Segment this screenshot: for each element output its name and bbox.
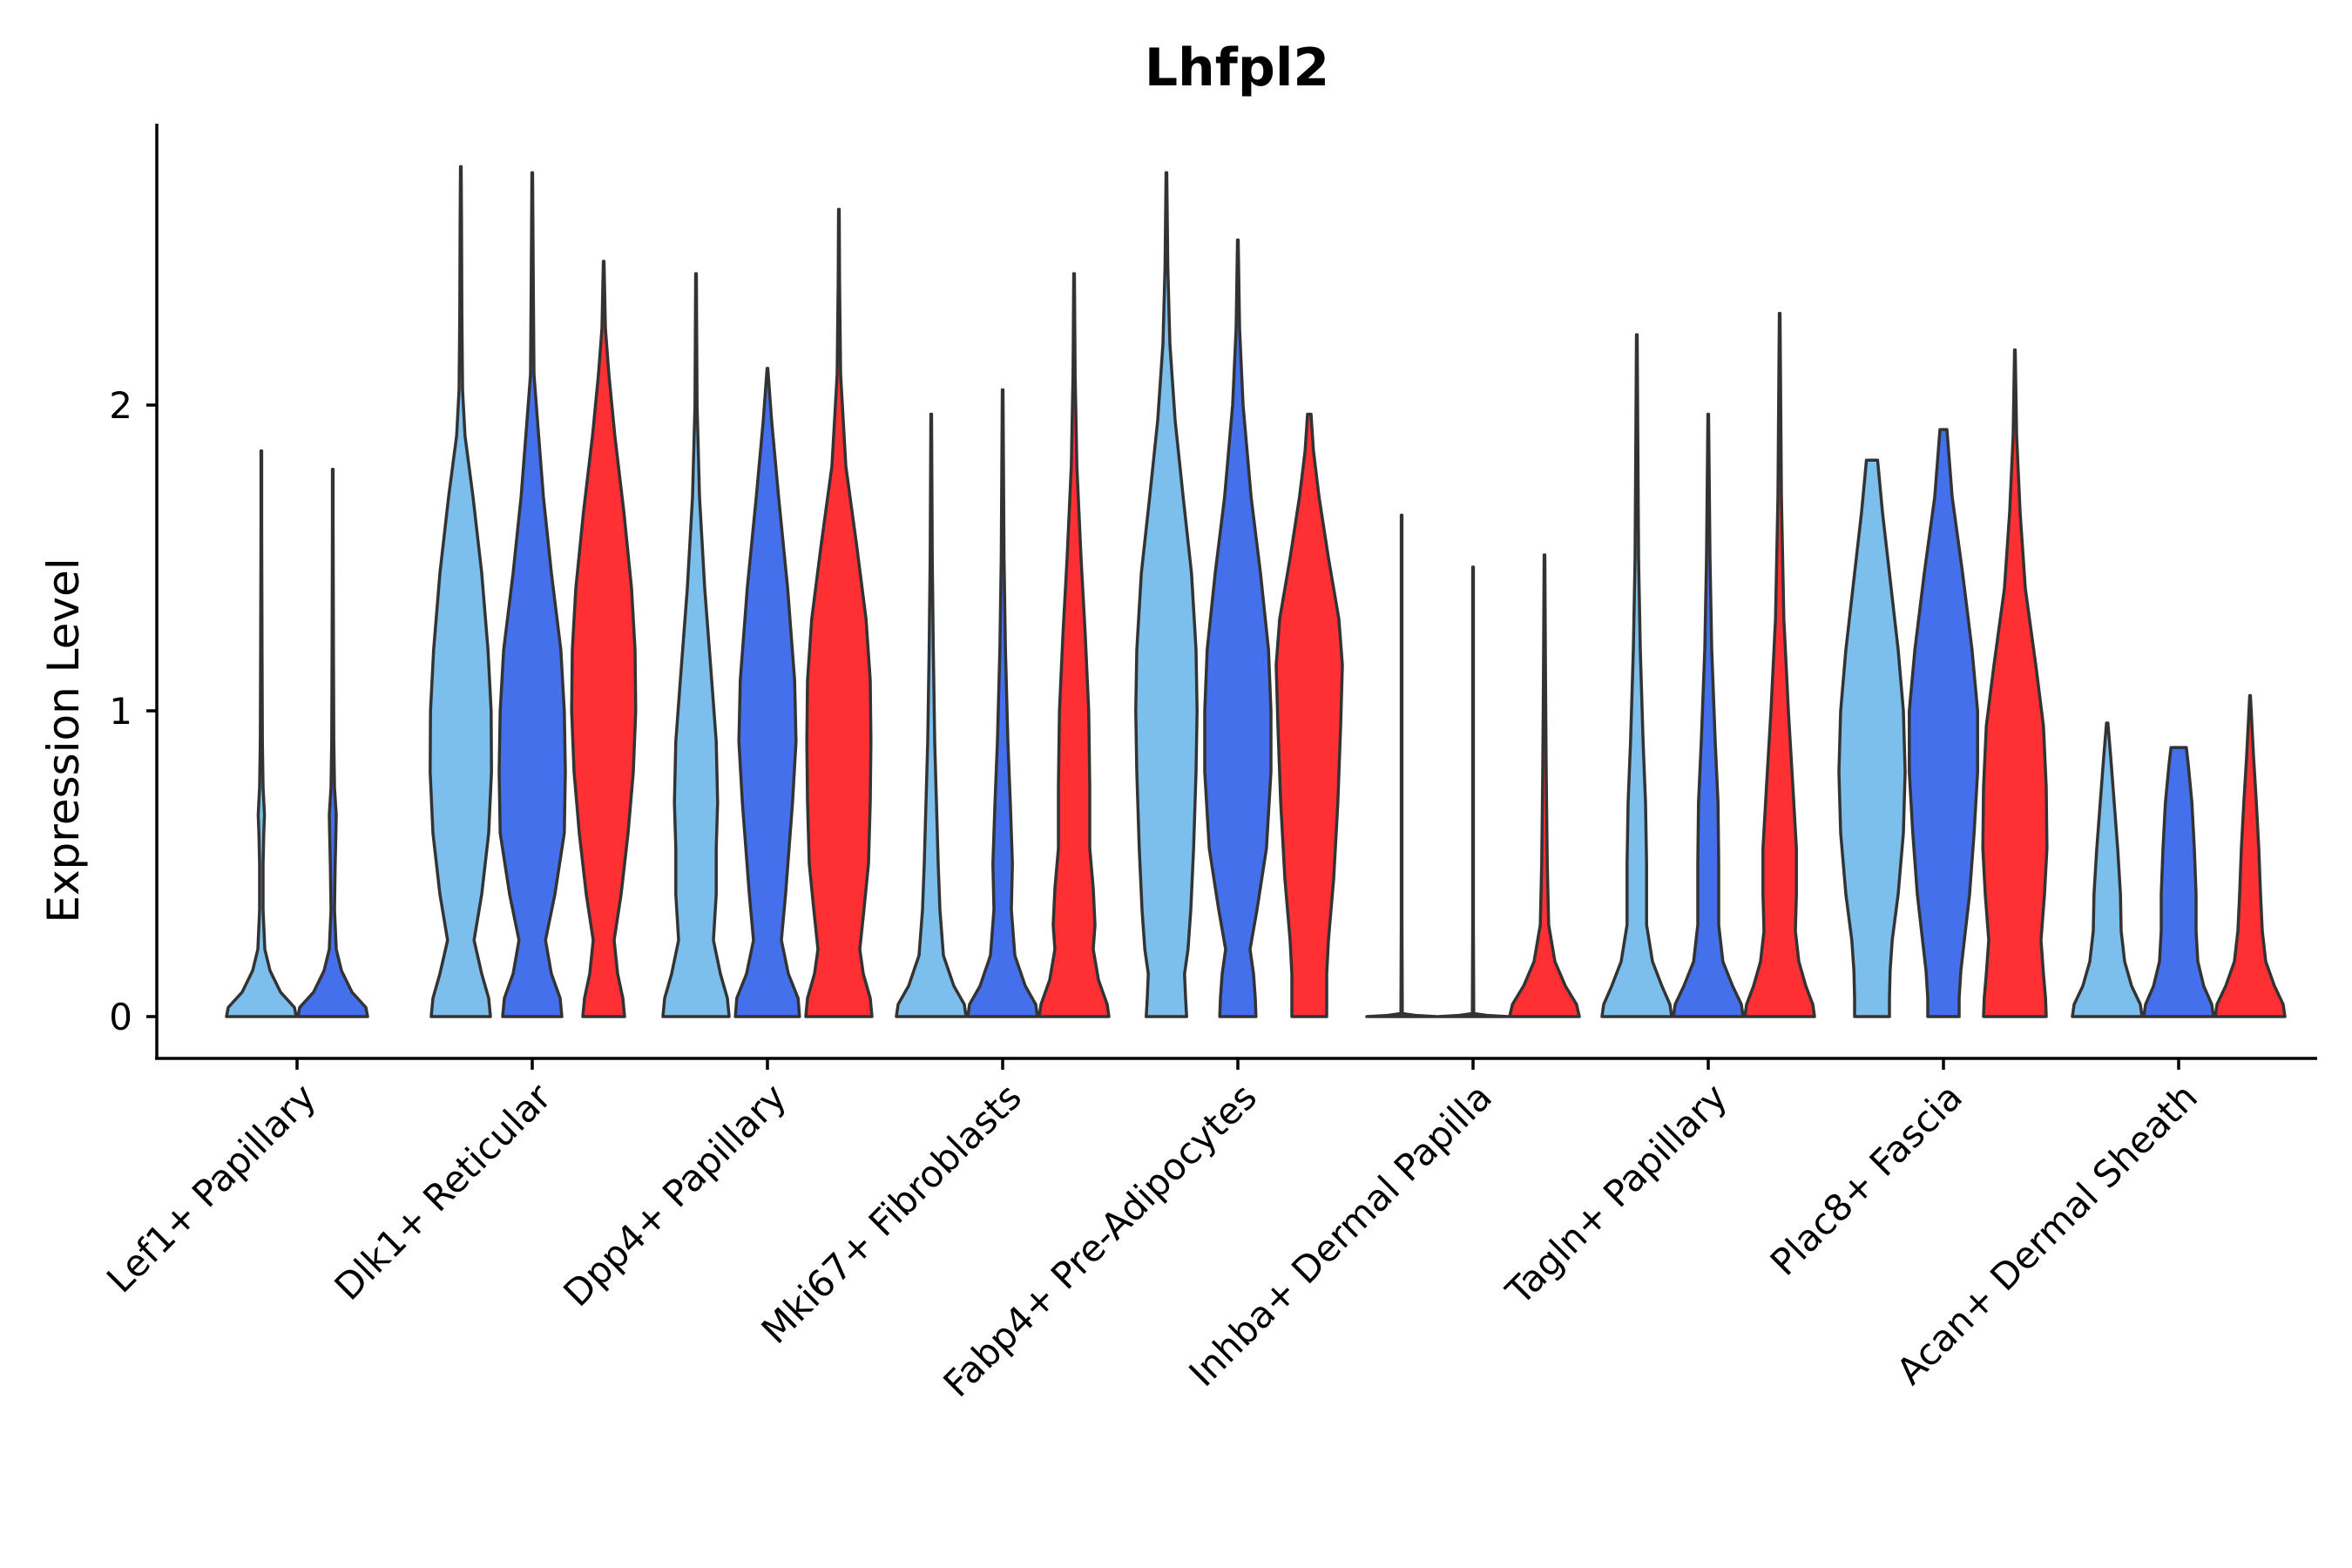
violin-8-2 [2213, 693, 2287, 1018]
x-tick-label-3: Mki67+ Fibroblasts [754, 1075, 1030, 1351]
x-tick-label-0: Lef1+ Papillary [98, 1075, 324, 1301]
x-tick-label-7: Plac8+ Fascia [1762, 1075, 1970, 1283]
violin-1-0 [429, 165, 493, 1018]
violin-8-0 [2071, 721, 2144, 1018]
y-tick-label-0: 0 [109, 996, 132, 1038]
violin-2-2 [804, 207, 874, 1018]
violin-6-0 [1600, 333, 1673, 1018]
violin-3-1 [966, 388, 1039, 1018]
y-tick-label-1: 1 [109, 690, 132, 733]
violin-4-1 [1203, 238, 1273, 1018]
violin-3-2 [1037, 272, 1111, 1018]
violin-5-0 [1365, 513, 1438, 1018]
violin-8-1 [2142, 746, 2215, 1018]
violin-2-1 [733, 367, 801, 1018]
y-ticks: 0 1 2 [109, 384, 157, 1038]
x-tick-label-2: Dpp4+ Papillary [555, 1075, 794, 1315]
violin-0-1 [296, 467, 369, 1018]
chart-title: Lhfpl2 [1145, 37, 1329, 98]
violin-4-2 [1274, 412, 1344, 1018]
violin-3-0 [895, 412, 968, 1018]
violin-0-0 [225, 449, 298, 1018]
violin-7-2 [1981, 348, 2049, 1018]
y-axis-label: Expression Level [38, 558, 89, 923]
violin-1-2 [570, 260, 638, 1018]
violin-6-1 [1672, 412, 1745, 1018]
violins-layer [225, 165, 2287, 1018]
violin-7-0 [1837, 458, 1907, 1018]
violin-4-0 [1134, 171, 1199, 1018]
violin-1-1 [497, 171, 567, 1018]
violin-5-2 [1508, 553, 1581, 1018]
x-tick-label-6: Tagln+ Papillary [1497, 1075, 1735, 1313]
violin-5-1 [1436, 565, 1510, 1018]
violin-6-2 [1743, 311, 1816, 1018]
violin-2-0 [661, 272, 731, 1018]
violin-7-1 [1908, 428, 1979, 1018]
x-tick-label-1: Dlk1+ Reticular [327, 1075, 560, 1308]
y-tick-label-2: 2 [109, 384, 132, 427]
